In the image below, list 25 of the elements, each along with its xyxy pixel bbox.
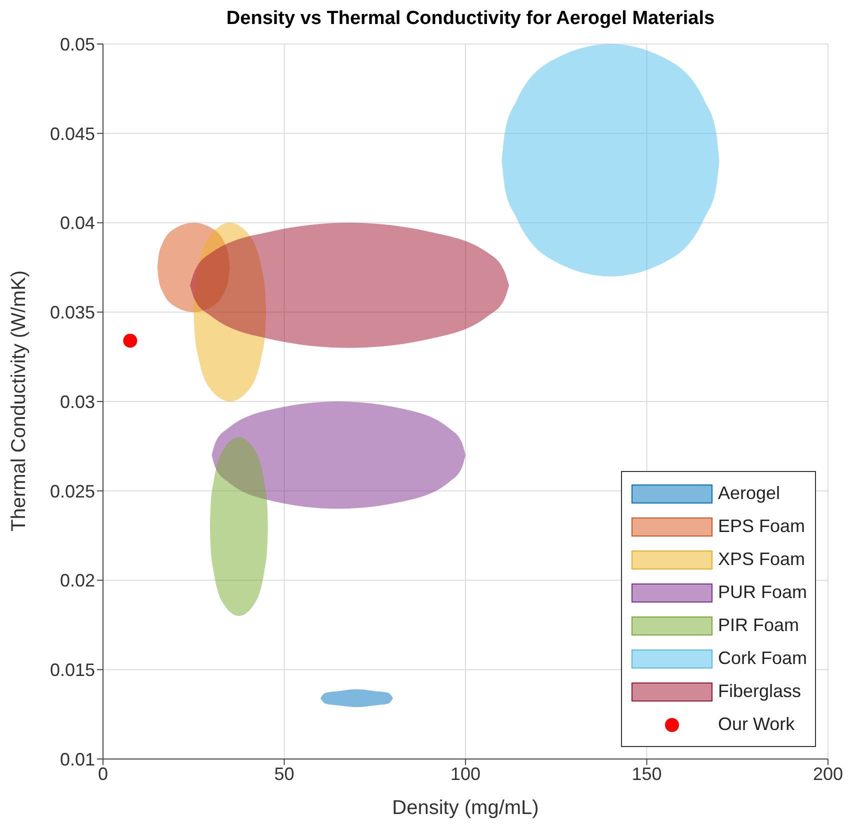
legend-label: Our Work — [718, 714, 795, 735]
y-tick-label: 0.04 — [60, 213, 95, 234]
y-tick-label: 0.03 — [60, 392, 95, 412]
y-tick-label: 0.05 — [60, 34, 95, 54]
y-tick-label: 0.035 — [50, 302, 95, 323]
y-tick-label: 0.015 — [50, 660, 95, 680]
legend-label: EPS Foam — [718, 516, 806, 537]
legend-label: Cork Foam — [718, 648, 807, 669]
legend-label: XPS Foam — [718, 549, 806, 570]
legend-label: Fiberglass — [718, 681, 802, 702]
x-tick-label: 200 — [812, 764, 844, 784]
x-tick-label: 0 — [98, 764, 108, 784]
legend-label: Aerogel — [718, 483, 780, 504]
legend-label: PUR Foam — [718, 582, 807, 603]
x-tick-label: 150 — [632, 764, 662, 784]
chart-title: Density vs Thermal Conductivity for Aerogel Materials — [225, 8, 716, 31]
legend-label: PIR Foam — [718, 615, 800, 636]
x-tick-label: 100 — [450, 764, 481, 784]
x-tick-label: 50 — [274, 764, 294, 784]
y-tick-label: 0.045 — [50, 124, 95, 144]
y-axis-title: Thermal Conductivity (W/mK) — [8, 270, 30, 532]
y-tick-label: 0.01 — [60, 749, 95, 770]
x-axis-title: Density (mg/mL) — [392, 797, 539, 819]
y-tick-label: 0.02 — [60, 570, 95, 591]
y-tick-label: 0.025 — [50, 481, 95, 502]
